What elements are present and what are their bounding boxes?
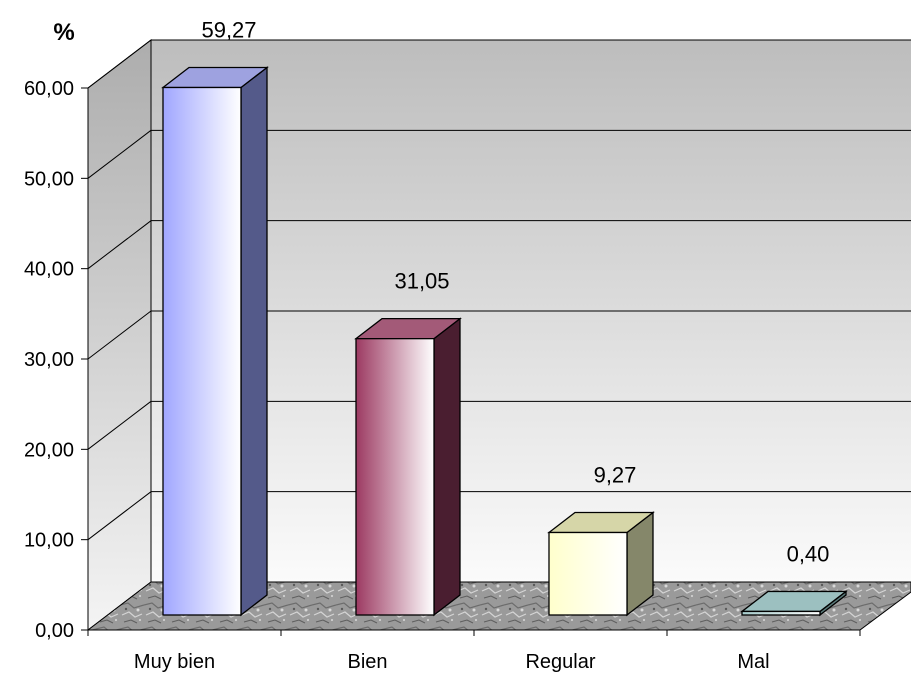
x-tick-label: Muy bien <box>134 651 215 672</box>
gridline-side <box>87 491 152 541</box>
bar <box>547 511 655 617</box>
gridline-side <box>87 39 152 89</box>
bar-side <box>240 66 268 617</box>
bar-front <box>741 610 821 616</box>
gridlines <box>87 39 911 541</box>
bar-side <box>433 317 461 617</box>
x-tick-label: Mal <box>737 651 769 672</box>
y-tick-label: 40,00 <box>24 259 74 281</box>
y-tick-label: 50,00 <box>24 168 74 190</box>
bar <box>740 590 848 617</box>
bar <box>161 66 269 617</box>
gridline-side <box>87 220 152 270</box>
data-label: 59,27 <box>201 17 256 42</box>
bar-front <box>355 338 435 616</box>
bar <box>354 317 462 617</box>
bars <box>161 66 848 617</box>
gridline-side <box>87 129 152 179</box>
data-label: 9,27 <box>594 462 637 487</box>
y-tick-label: 60,00 <box>24 78 74 100</box>
bar-front <box>162 86 242 616</box>
gridline-side <box>87 400 152 450</box>
data-label: 0,40 <box>787 541 830 566</box>
x-tick-label: Regular <box>525 651 595 672</box>
x-tick-label: Bien <box>347 651 387 672</box>
gridline-side <box>87 310 152 360</box>
axes: 0,00 10,00 20,00 30,00 40,00 50,00 60,00 <box>24 78 861 642</box>
labels: 59,27 Muy bien 31,05 Bien 9,27 Regular 0,40 Mal <box>134 17 830 673</box>
y-tick-label: 20,00 <box>24 439 74 461</box>
y-tick-label: 10,00 <box>24 530 74 552</box>
y-tick-label: 30,00 <box>24 349 74 371</box>
y-tick-label: 0,00 <box>35 620 74 642</box>
bar-front <box>548 531 628 616</box>
data-label: 31,05 <box>394 269 449 294</box>
y-unit-label: % <box>53 19 74 46</box>
